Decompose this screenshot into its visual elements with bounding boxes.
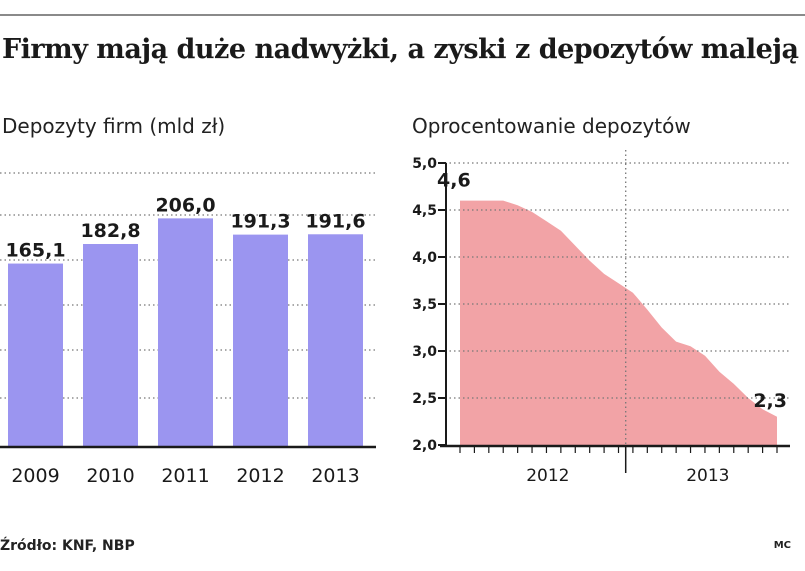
rate-year-label: 2012 (526, 466, 569, 486)
bar-category-label: 2013 (311, 465, 359, 487)
area-chart-title: Oprocentowanie depozytów (412, 114, 691, 138)
bar-value-label: 165,1 (5, 240, 65, 262)
bar-2009 (8, 263, 63, 446)
rate-y-tick-label: 3,5 (412, 297, 437, 313)
bar-2011 (158, 218, 213, 446)
author-credit: MC (773, 540, 791, 551)
bar-2013 (308, 234, 363, 446)
rate-end-annotation: 2,3 (753, 390, 787, 412)
rate-y-tick-label: 5,0 (412, 156, 437, 172)
bar-value-label: 191,6 (305, 210, 365, 232)
bar-value-label: 191,3 (230, 211, 290, 233)
bar-category-label: 2011 (161, 465, 209, 487)
rate-year-label: 2013 (686, 466, 729, 486)
top-rule (0, 14, 805, 16)
rate-y-tick-label: 4,0 (412, 250, 437, 266)
bar-chart-title: Depozyty firm (mld zł) (2, 114, 226, 138)
rate-y-tick-label: 4,5 (412, 203, 437, 219)
bar-2010 (83, 244, 138, 446)
bar-value-label: 206,0 (155, 194, 215, 216)
bar-category-label: 2010 (86, 465, 134, 487)
rate-y-tick-label: 3,0 (412, 344, 437, 360)
headline: Firmy mają duże nadwyżki, a zyski z depo… (2, 34, 799, 65)
bar-value-label: 182,8 (80, 220, 140, 242)
rate-y-tick-label: 2,0 (412, 438, 437, 454)
bar-2012 (233, 234, 288, 446)
rate-y-tick-label: 2,5 (412, 391, 437, 407)
rate-area-series (460, 200, 777, 445)
bar-category-label: 2009 (11, 465, 59, 487)
rate-start-annotation: 4,6 (437, 170, 471, 192)
source-note: Źródło: KNF, NBP (0, 538, 135, 554)
bar-category-label: 2012 (236, 465, 284, 487)
